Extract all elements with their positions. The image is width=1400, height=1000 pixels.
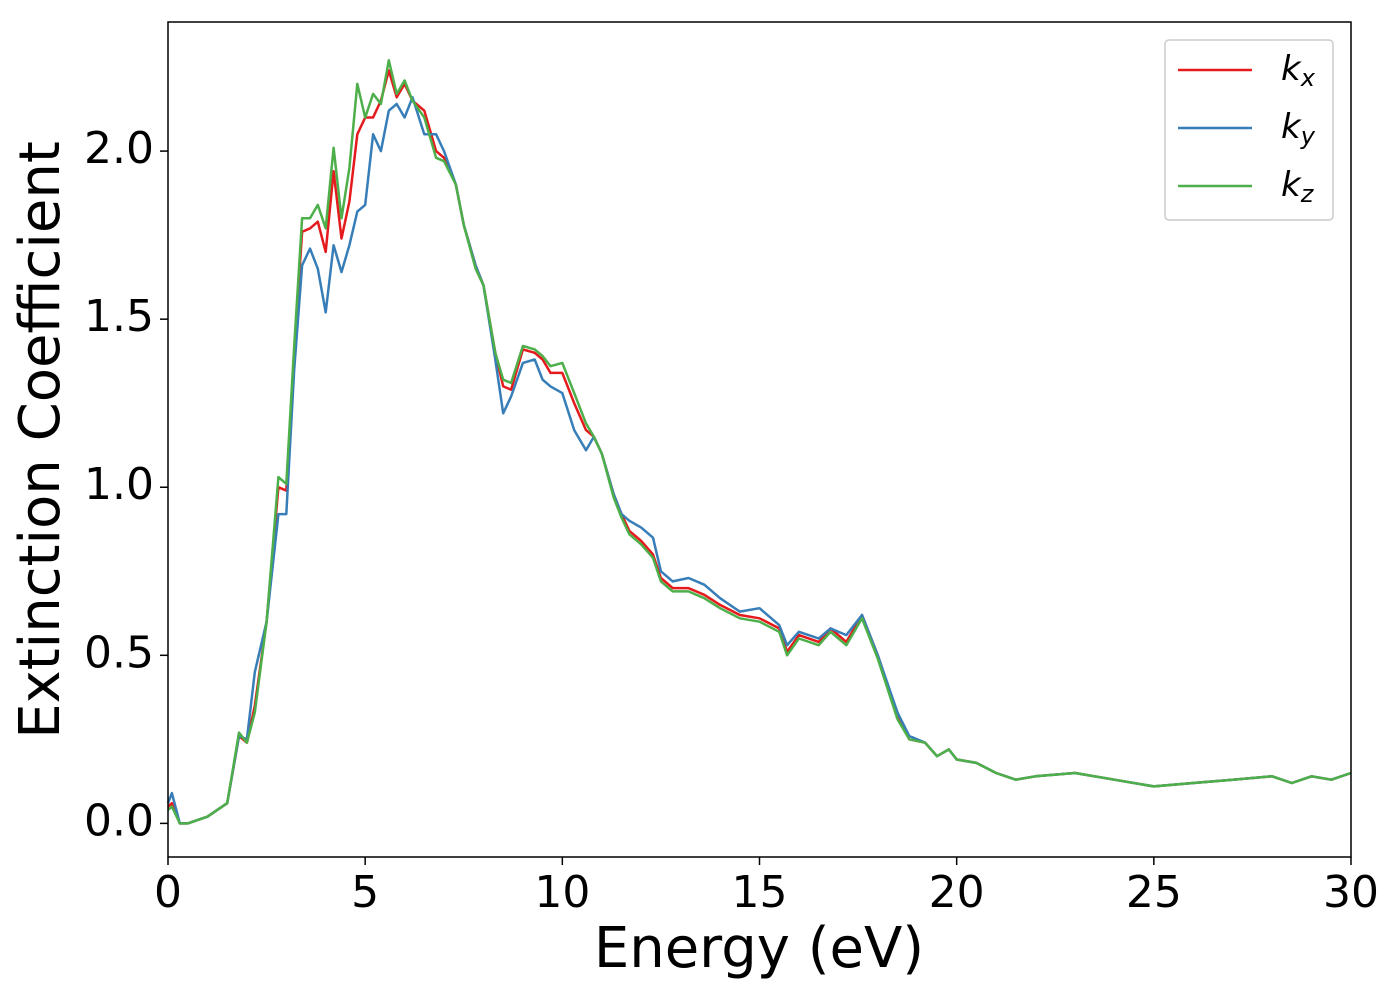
y-tick-label: 0.5 xyxy=(84,627,154,678)
y-tick-label: 2.0 xyxy=(84,123,154,174)
x-tick-label: 20 xyxy=(929,867,985,918)
y-tick-label: 0.0 xyxy=(84,795,154,846)
x-tick-label: 15 xyxy=(732,867,788,918)
x-axis-label: Energy (eV) xyxy=(594,916,924,981)
x-tick-label: 10 xyxy=(534,867,590,918)
legend-label: kz xyxy=(1281,165,1315,209)
x-tick-label: 25 xyxy=(1126,867,1182,918)
x-tick-label: 5 xyxy=(351,867,379,918)
legend-label: ky xyxy=(1281,107,1316,151)
y-tick-label: 1.0 xyxy=(84,459,154,510)
y-axis-label: Extinction Coefficient xyxy=(8,141,73,739)
y-tick-label: 1.5 xyxy=(84,291,154,342)
legend-label: kx xyxy=(1281,49,1316,93)
plot-frame xyxy=(167,21,1352,858)
x-tick-label: 0 xyxy=(154,867,182,918)
series-line xyxy=(167,59,1352,825)
legend-box xyxy=(1164,39,1334,221)
x-tick-label: 30 xyxy=(1323,867,1379,918)
